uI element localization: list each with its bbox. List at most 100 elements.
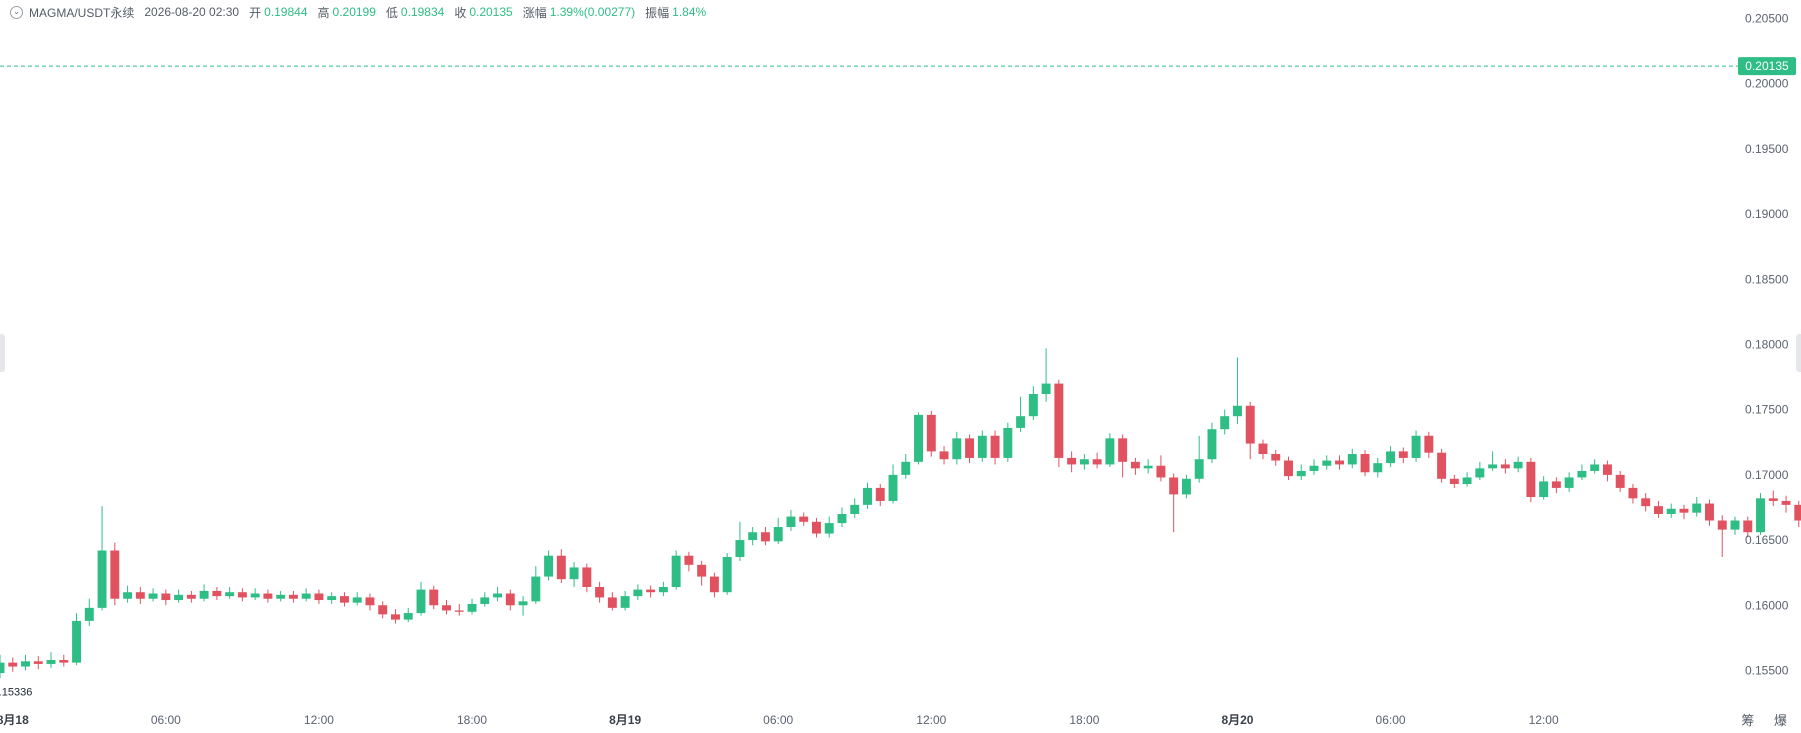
candle[interactable] — [1424, 431, 1434, 458]
candle[interactable] — [148, 588, 158, 602]
candle[interactable] — [1526, 457, 1536, 503]
candle[interactable] — [1156, 455, 1166, 482]
candle[interactable] — [684, 551, 694, 572]
candle[interactable] — [84, 598, 94, 627]
candle[interactable] — [1539, 476, 1549, 500]
candle[interactable] — [199, 584, 209, 602]
candle[interactable] — [33, 656, 43, 670]
candle[interactable] — [263, 589, 273, 603]
candle[interactable] — [620, 590, 630, 611]
chevron-down-icon[interactable]: ⌄ — [10, 5, 23, 19]
candle[interactable] — [901, 454, 911, 479]
candle[interactable] — [1271, 450, 1281, 466]
candle[interactable] — [97, 506, 107, 611]
candle[interactable] — [378, 601, 388, 619]
candle[interactable] — [174, 589, 184, 603]
candle[interactable] — [1322, 455, 1332, 470]
candle[interactable] — [442, 600, 451, 615]
candle[interactable] — [799, 512, 809, 526]
candle[interactable] — [837, 507, 847, 528]
candle[interactable] — [1079, 454, 1089, 470]
candle[interactable] — [531, 566, 541, 604]
candle[interactable] — [850, 498, 860, 518]
candle[interactable] — [1717, 515, 1727, 558]
candle[interactable] — [582, 563, 592, 593]
candle[interactable] — [1335, 455, 1344, 470]
candle[interactable] — [416, 581, 426, 616]
corner-tools[interactable]: 筹 爆 — [1741, 713, 1795, 728]
candle[interactable] — [939, 446, 949, 465]
symbol-label[interactable]: MAGMA/USDT永续 — [29, 5, 135, 20]
candle[interactable] — [990, 430, 1000, 465]
candle[interactable] — [1054, 379, 1064, 468]
candle[interactable] — [8, 657, 18, 672]
candle[interactable] — [276, 590, 286, 602]
right-panel-handle[interactable] — [1796, 334, 1801, 372]
candle[interactable] — [1245, 401, 1255, 460]
candle[interactable] — [0, 654, 5, 679]
candle[interactable] — [965, 434, 975, 464]
candle[interactable] — [365, 593, 375, 611]
candle[interactable] — [1653, 500, 1663, 518]
candle[interactable] — [1373, 457, 1383, 478]
candle[interactable] — [518, 596, 528, 616]
candle[interactable] — [467, 598, 477, 615]
candle[interactable] — [1105, 433, 1115, 468]
candle[interactable] — [1067, 451, 1077, 473]
candle[interactable] — [1360, 450, 1370, 477]
candle[interactable] — [1475, 461, 1485, 481]
candle[interactable] — [1679, 504, 1689, 520]
candle[interactable] — [327, 592, 337, 604]
candle[interactable] — [1577, 464, 1587, 481]
candle[interactable] — [1781, 495, 1791, 513]
candle[interactable] — [760, 527, 770, 546]
candle[interactable] — [1666, 503, 1676, 518]
candle[interactable] — [1462, 472, 1472, 487]
candle[interactable] — [556, 549, 566, 584]
candle[interactable] — [72, 613, 82, 666]
candle[interactable] — [671, 550, 681, 590]
candle[interactable] — [1692, 497, 1702, 517]
candle[interactable] — [1284, 456, 1293, 481]
candle[interactable] — [1181, 474, 1191, 499]
candle[interactable] — [429, 585, 439, 610]
candle[interactable] — [480, 592, 490, 607]
candle[interactable] — [212, 586, 222, 601]
candle[interactable] — [1118, 434, 1128, 478]
candle[interactable] — [544, 550, 554, 581]
candle[interactable] — [1705, 499, 1714, 526]
candle[interactable] — [646, 585, 656, 598]
candle[interactable] — [1551, 477, 1561, 494]
left-panel-handle[interactable] — [0, 334, 5, 372]
candle[interactable] — [1590, 459, 1600, 474]
candle[interactable] — [722, 553, 732, 595]
candle[interactable] — [735, 521, 745, 561]
candle[interactable] — [161, 589, 171, 606]
candle[interactable] — [1564, 472, 1574, 492]
candle[interactable] — [1258, 439, 1268, 460]
candle[interactable] — [888, 464, 898, 504]
candle[interactable] — [1513, 456, 1523, 473]
candle[interactable] — [1347, 448, 1357, 469]
candle[interactable] — [658, 581, 668, 597]
candle[interactable] — [110, 542, 120, 606]
candle[interactable] — [314, 589, 324, 604]
candle[interactable] — [250, 588, 260, 601]
candle[interactable] — [1449, 474, 1459, 488]
candle[interactable] — [505, 589, 515, 611]
candle[interactable] — [824, 516, 834, 538]
candle[interactable] — [773, 517, 783, 544]
candle[interactable] — [697, 560, 707, 586]
candle[interactable] — [1768, 490, 1778, 507]
candle[interactable] — [454, 603, 464, 616]
candle[interactable] — [709, 572, 719, 598]
candle[interactable] — [46, 652, 56, 668]
candle[interactable] — [186, 590, 196, 603]
candle[interactable] — [1730, 516, 1740, 535]
candle[interactable] — [1437, 448, 1447, 483]
candle[interactable] — [21, 654, 30, 671]
candle[interactable] — [1386, 446, 1396, 468]
candle[interactable] — [1028, 386, 1038, 421]
candle[interactable] — [403, 607, 413, 623]
candle[interactable] — [1003, 422, 1013, 462]
